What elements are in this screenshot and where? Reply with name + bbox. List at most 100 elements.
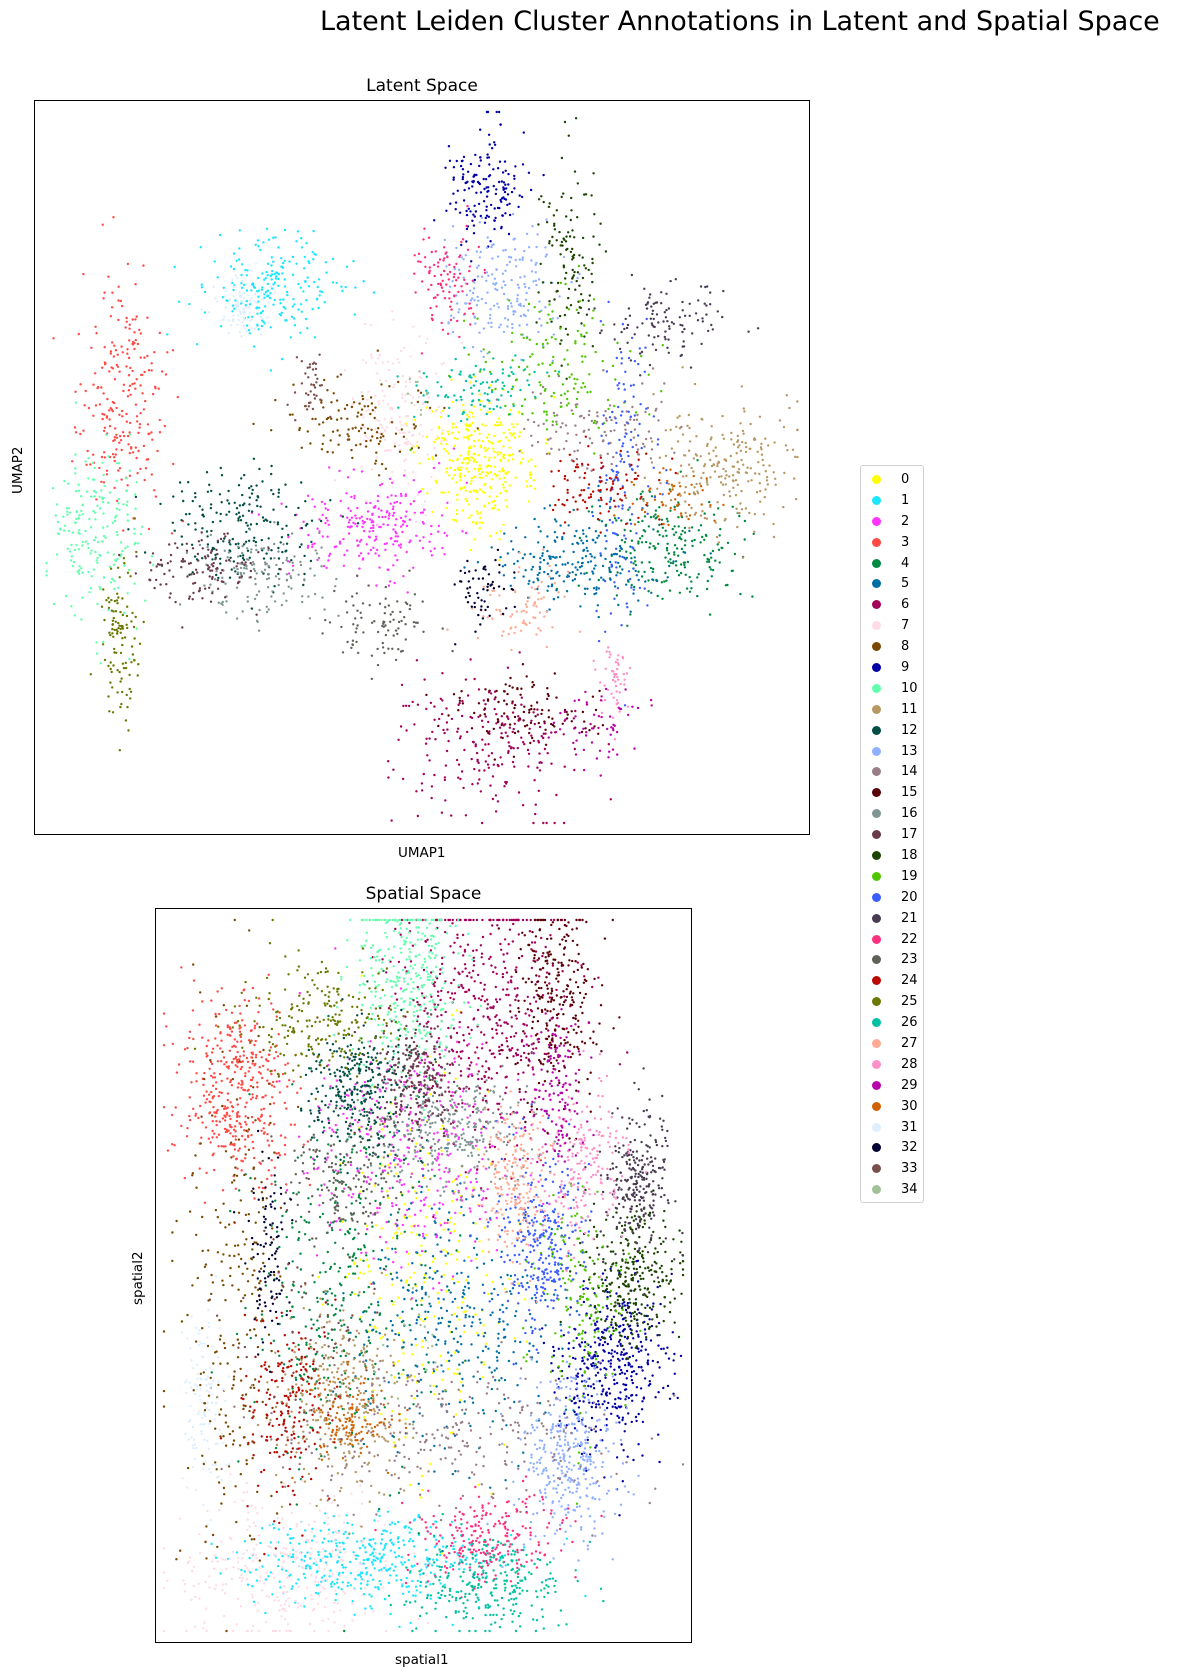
cluster-point bbox=[419, 260, 422, 264]
cluster-point bbox=[633, 428, 637, 431]
cluster-point bbox=[639, 374, 642, 377]
cluster-point bbox=[640, 561, 644, 564]
cluster-point bbox=[55, 503, 59, 506]
cluster-point bbox=[102, 576, 106, 579]
cluster-point bbox=[267, 537, 270, 540]
cluster-point bbox=[508, 213, 512, 217]
cluster-point bbox=[265, 605, 268, 608]
cluster-point bbox=[466, 587, 469, 590]
cluster-point bbox=[374, 505, 377, 508]
cluster-point bbox=[126, 500, 129, 503]
cluster-point bbox=[482, 588, 485, 591]
cluster-point bbox=[462, 276, 465, 279]
cluster-point bbox=[594, 708, 598, 712]
cluster-point bbox=[553, 725, 556, 728]
cluster-point bbox=[678, 414, 681, 418]
cluster-point bbox=[215, 548, 218, 552]
cluster-point bbox=[640, 355, 643, 358]
cluster-point bbox=[392, 386, 395, 389]
cluster-point bbox=[490, 325, 493, 329]
cluster-point bbox=[361, 423, 364, 427]
cluster-point bbox=[553, 298, 556, 301]
cluster-point bbox=[648, 363, 652, 367]
cluster-point bbox=[460, 256, 463, 259]
cluster-point bbox=[248, 496, 251, 499]
cluster-point bbox=[464, 497, 467, 501]
cluster-point bbox=[289, 336, 293, 339]
cluster-point bbox=[246, 269, 249, 272]
cluster-point bbox=[321, 513, 324, 517]
cluster-point bbox=[570, 281, 573, 284]
cluster-point bbox=[380, 383, 383, 386]
cluster-point bbox=[474, 210, 478, 213]
cluster-point bbox=[475, 510, 479, 513]
cluster-point bbox=[604, 410, 607, 413]
cluster-point bbox=[257, 629, 261, 632]
cluster-point bbox=[575, 433, 578, 436]
cluster-point bbox=[673, 525, 676, 528]
cluster-point bbox=[657, 335, 660, 338]
cluster-point bbox=[501, 565, 505, 568]
cluster-point bbox=[541, 554, 544, 557]
cluster-point bbox=[209, 506, 213, 510]
cluster-point bbox=[408, 1483, 412, 1487]
cluster-point bbox=[497, 110, 501, 114]
cluster-point bbox=[620, 624, 623, 627]
cluster-point bbox=[582, 382, 585, 385]
cluster-point bbox=[497, 585, 501, 588]
cluster-point bbox=[59, 528, 62, 531]
cluster-point bbox=[744, 471, 748, 474]
cluster-point bbox=[206, 543, 210, 546]
cluster-point bbox=[441, 409, 444, 412]
cluster-point bbox=[703, 516, 707, 520]
cluster-point bbox=[406, 443, 409, 446]
cluster-point bbox=[95, 498, 98, 501]
cluster-point bbox=[471, 345, 475, 349]
cluster-point bbox=[429, 306, 432, 310]
cluster-point bbox=[335, 545, 338, 548]
cluster-point bbox=[401, 431, 405, 434]
cluster-point bbox=[466, 730, 469, 734]
cluster-point bbox=[473, 452, 476, 455]
cluster-point bbox=[420, 1488, 424, 1492]
cluster-point bbox=[482, 327, 486, 330]
cluster-point bbox=[621, 445, 624, 448]
cluster-point bbox=[117, 318, 120, 322]
cluster-point bbox=[277, 546, 280, 550]
cluster-point bbox=[115, 433, 118, 436]
cluster-point bbox=[626, 606, 629, 609]
cluster-point bbox=[576, 182, 579, 185]
cluster-point bbox=[406, 414, 410, 418]
cluster-point bbox=[277, 495, 280, 498]
cluster-point bbox=[264, 563, 267, 566]
cluster-point bbox=[592, 587, 596, 590]
cluster-point bbox=[228, 541, 231, 544]
cluster-point bbox=[533, 779, 536, 782]
cluster-point bbox=[513, 731, 517, 735]
cluster-11-points bbox=[624, 366, 799, 559]
cluster-point bbox=[615, 464, 618, 468]
cluster-point bbox=[511, 711, 515, 714]
cluster-point bbox=[90, 346, 93, 349]
cluster-point bbox=[78, 529, 81, 532]
cluster-point bbox=[464, 302, 467, 305]
cluster-point bbox=[427, 288, 430, 291]
cluster-point bbox=[502, 330, 506, 334]
cluster-point bbox=[504, 499, 507, 502]
cluster-point bbox=[706, 442, 709, 446]
cluster-point bbox=[445, 209, 448, 212]
cluster-point bbox=[240, 477, 243, 480]
cluster-point bbox=[473, 204, 476, 207]
cluster-point bbox=[121, 613, 125, 617]
cluster-point bbox=[307, 405, 310, 408]
cluster-point bbox=[747, 330, 750, 333]
cluster-point bbox=[338, 469, 341, 473]
cluster-point bbox=[385, 426, 389, 429]
cluster-point bbox=[337, 614, 340, 617]
cluster-point bbox=[107, 501, 110, 504]
cluster-point bbox=[57, 532, 61, 536]
cluster-point bbox=[692, 474, 695, 478]
cluster-point bbox=[470, 476, 473, 480]
cluster-point bbox=[605, 650, 608, 653]
cluster-point bbox=[567, 134, 570, 137]
